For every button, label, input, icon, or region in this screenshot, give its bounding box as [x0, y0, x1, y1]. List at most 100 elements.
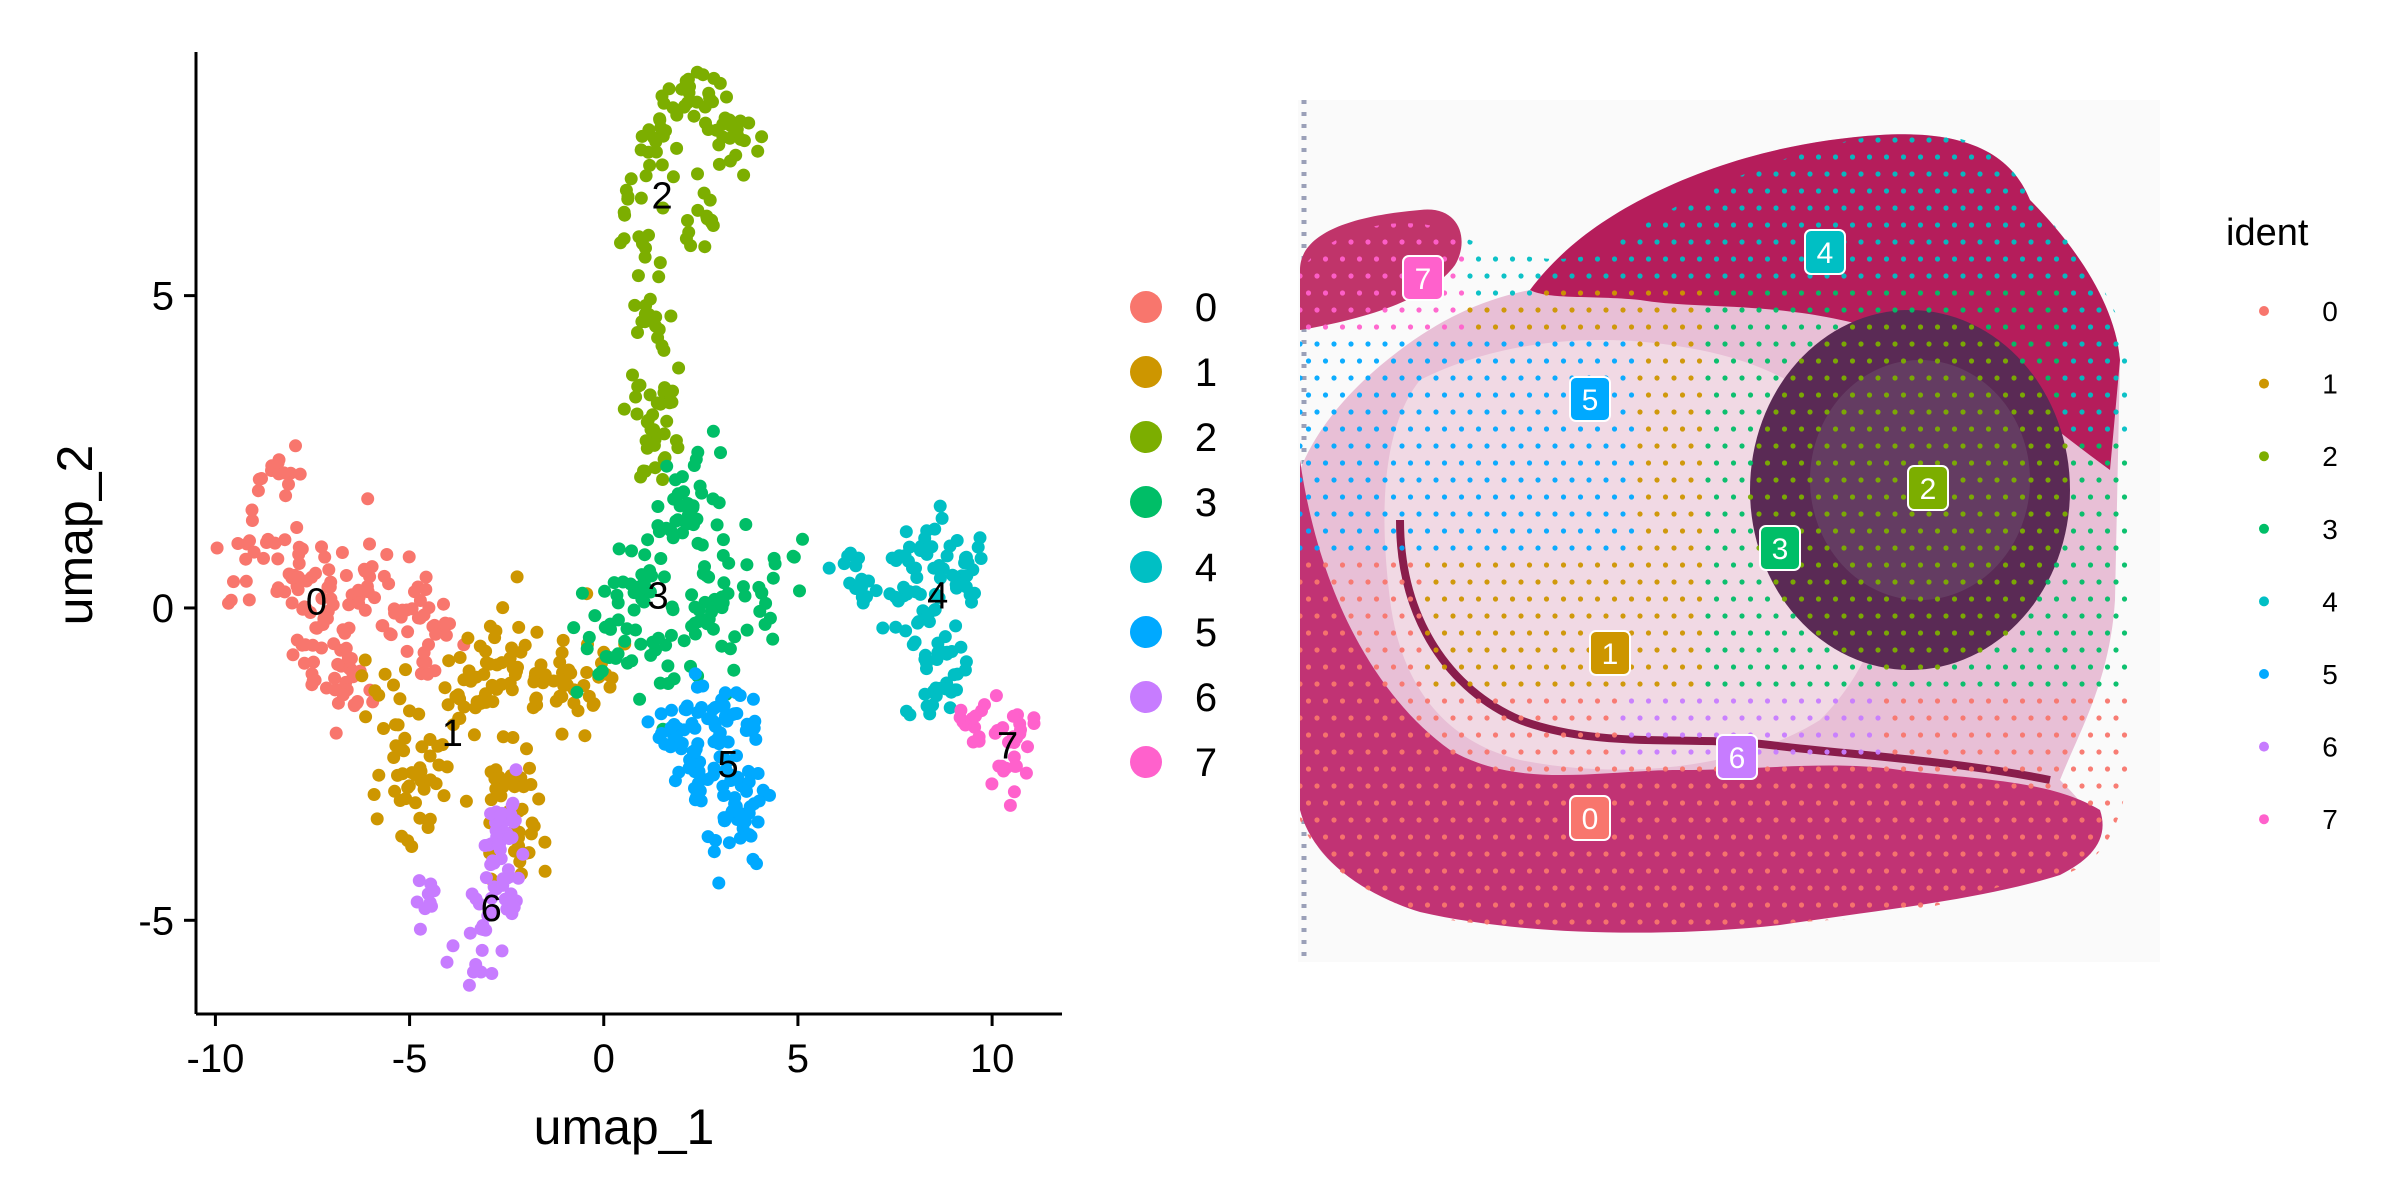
umap-point: [707, 768, 720, 782]
spatial-spot: [1484, 443, 1490, 449]
spatial-spot: [2096, 341, 2102, 347]
spatial-spot: [1475, 902, 1482, 908]
spatial-spot: [1637, 443, 1643, 449]
spatial-spot: [1560, 766, 1567, 772]
spatial-spot: [1773, 443, 1779, 449]
spatial-spot: [1577, 290, 1584, 296]
spatial-spot: [1781, 358, 1788, 364]
spatial-spot: [1722, 783, 1728, 789]
umap-point: [960, 569, 974, 583]
spatial-spot: [1322, 290, 1329, 296]
spatial-spot: [1433, 307, 1439, 313]
legend-key: [1130, 746, 1162, 778]
spatial-spot: [2019, 528, 2026, 534]
umap-point: [933, 643, 947, 657]
spatial-spot: [1433, 239, 1439, 245]
legend-key: [1130, 291, 1162, 323]
spatial-spot: [1926, 171, 1932, 177]
spatial-spot: [1501, 477, 1507, 483]
umap-point: [631, 269, 645, 283]
umap-point: [996, 721, 1010, 735]
spatial-spot: [1492, 460, 1499, 466]
umap-point: [361, 492, 375, 506]
umap-point: [717, 789, 731, 802]
spatial-spot: [1968, 834, 1975, 840]
umap-point: [484, 807, 498, 821]
umap-point: [401, 625, 415, 639]
spatial-spot: [1909, 137, 1915, 143]
spatial-spot: [1968, 698, 1975, 704]
spatial-spot: [1798, 324, 1805, 330]
spatial-spot: [1977, 307, 1983, 313]
spatial-spot: [1832, 766, 1839, 772]
x-tick-label: -10: [187, 1037, 245, 1081]
spatial-spot: [1705, 341, 1711, 347]
spatial-spot: [1501, 307, 1507, 313]
spatial-spot: [1654, 545, 1660, 551]
spatial-spot: [1475, 358, 1482, 364]
spatial-spot: [2011, 783, 2017, 789]
spatial-spot: [1390, 494, 1397, 500]
spatial-spot: [1484, 409, 1490, 415]
spatial-spot: [1620, 885, 1626, 891]
umap-point: [278, 533, 292, 547]
spatial-spot: [2113, 783, 2119, 789]
spatial-spot: [1441, 460, 1448, 466]
spatial-spot: [1484, 477, 1490, 483]
spatial-spot: [1407, 766, 1414, 772]
spatial-spot: [1994, 307, 2000, 313]
spatial-spot: [1322, 834, 1329, 840]
spatial-spot: [1356, 290, 1363, 296]
spatial-spot: [2002, 256, 2009, 262]
spatial-spot: [1390, 732, 1397, 738]
spatial-spot: [1424, 562, 1431, 568]
spatial-spot: [1764, 358, 1771, 364]
spatial-spot: [1603, 307, 1609, 313]
spatial-spot: [1628, 698, 1635, 704]
spatial-spot: [1484, 307, 1490, 313]
spatial-spot: [1849, 358, 1856, 364]
spatial-spot: [1807, 205, 1813, 211]
spatial-spot: [1543, 324, 1550, 330]
spatial-spot: [1492, 426, 1499, 432]
spatial-spot: [1501, 375, 1507, 381]
umap-point: [239, 552, 253, 566]
umap-point: [643, 158, 657, 172]
spatial-spot: [2104, 698, 2111, 704]
spatial-spot: [1441, 664, 1448, 670]
spatial-spot: [1951, 460, 1958, 466]
spatial-spot: [1671, 545, 1677, 551]
spatial-spot: [1314, 375, 1320, 381]
umap-point: [766, 571, 780, 585]
spatial-spot: [1390, 766, 1397, 772]
spatial-spot: [2070, 324, 2077, 330]
umap-point: [709, 834, 722, 847]
umap-point: [698, 240, 712, 254]
spatial-spot: [1300, 749, 1303, 755]
spatial-spot: [1654, 681, 1660, 687]
spatial-spot: [1373, 596, 1380, 602]
spatial-spot: [1416, 477, 1422, 483]
spatial-spot: [1526, 494, 1533, 500]
spatial-spot: [1790, 409, 1796, 415]
spatial-spot: [1458, 732, 1465, 738]
spatial-spot: [1390, 596, 1397, 602]
spatial-spot: [1756, 885, 1762, 891]
spatial-spot: [1951, 698, 1958, 704]
spatial-spot: [1339, 732, 1346, 738]
umap-point: [289, 439, 302, 453]
umap-point: [954, 703, 968, 717]
spatial-spot: [1892, 171, 1898, 177]
spatial-spot: [1790, 443, 1796, 449]
umap-point: [693, 784, 707, 798]
spatial-spot: [2053, 358, 2060, 364]
spatial-spot: [1773, 647, 1779, 653]
umap-point: [270, 585, 284, 598]
spatial-spot: [1492, 562, 1499, 568]
spatial-spot: [2062, 477, 2068, 483]
spatial-spot: [1943, 273, 1949, 279]
spatial-spot: [1917, 188, 1924, 194]
spatial-spot: [1305, 664, 1312, 670]
